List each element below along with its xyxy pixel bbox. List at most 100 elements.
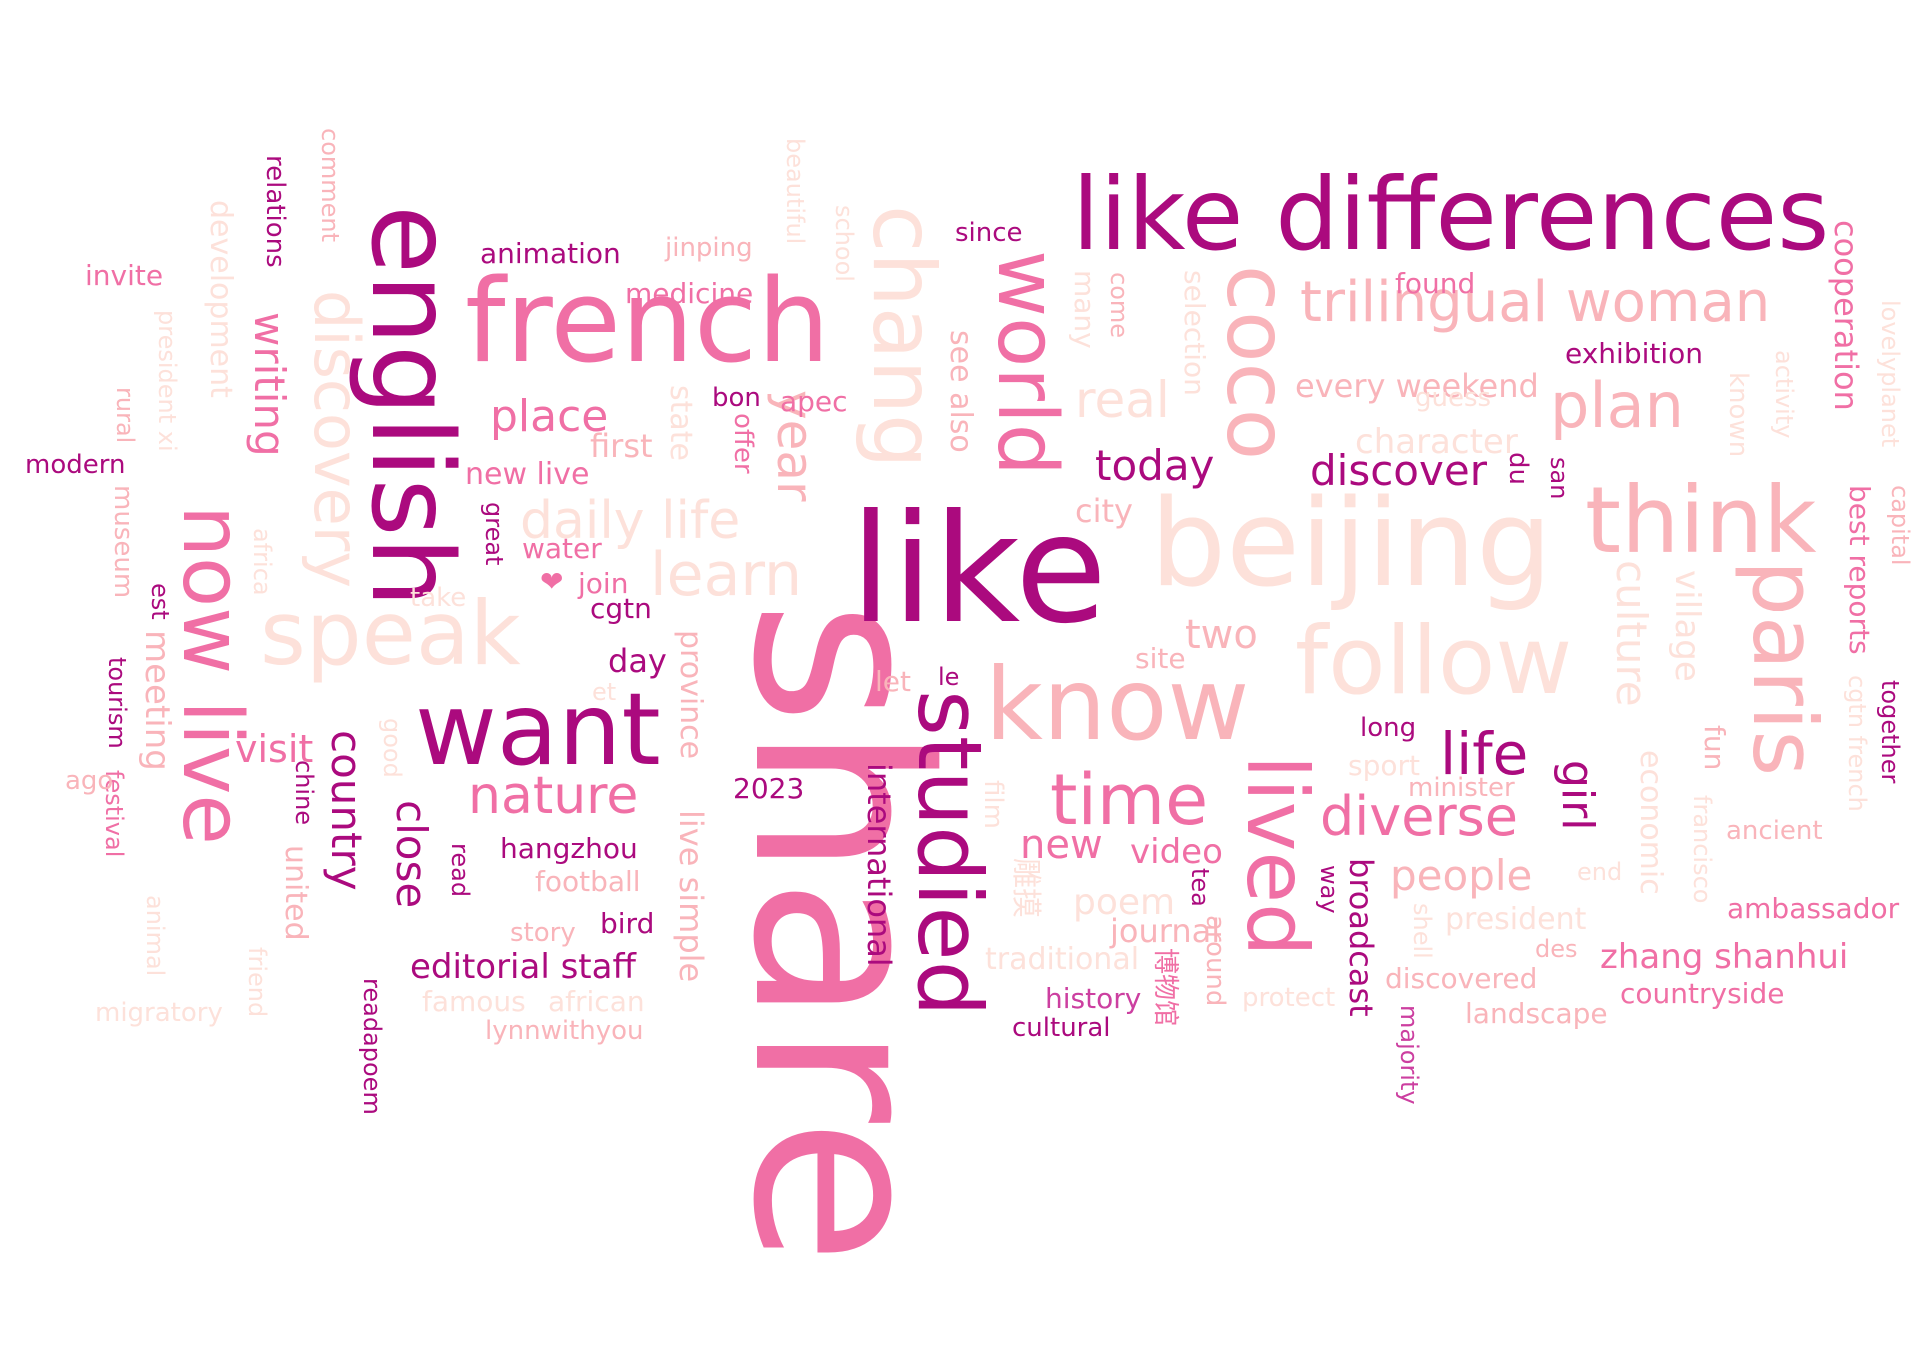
word-city: city <box>1075 492 1133 530</box>
word-broadcast: broadcast <box>1342 858 1380 1017</box>
word-chang: chang <box>853 205 953 469</box>
word-life: life <box>1440 720 1529 788</box>
word-see-also: see also <box>943 330 978 453</box>
word-shell: shell <box>1408 903 1436 959</box>
word-together: together <box>1876 680 1904 784</box>
word-tea: tea <box>1186 868 1214 907</box>
word-close: close <box>387 800 436 909</box>
word-countryside: countryside <box>1620 977 1785 1010</box>
word-school: school <box>830 205 858 282</box>
word-activity: activity <box>1770 350 1798 439</box>
word-museum: museum <box>108 485 138 599</box>
word-take: take <box>410 583 467 613</box>
word-first: first <box>590 427 653 465</box>
word-cgtn-french: cgtn french <box>1843 675 1871 812</box>
word-village: village <box>1667 570 1707 682</box>
word-president: president <box>1445 902 1587 937</box>
word-des: des <box>1535 935 1578 963</box>
word-development: development <box>203 200 238 398</box>
word-journal: journal <box>1110 912 1221 950</box>
word-bird: bird <box>600 907 655 940</box>
word-lovelyplanet: lovelyplanet <box>1876 300 1904 448</box>
word-two: two <box>1185 612 1258 658</box>
word-traditional: traditional <box>985 942 1140 977</box>
word-paris: paris <box>1733 560 1836 777</box>
word-since: since <box>955 218 1023 248</box>
word-cooperation: cooperation <box>1827 220 1865 411</box>
word-want: want <box>415 671 661 788</box>
word-join: join <box>578 567 629 600</box>
word-plan: plan <box>1550 369 1684 442</box>
word-discovery: discovery <box>300 290 373 588</box>
word-2023: 2023 <box>733 772 805 805</box>
word-lived: lived <box>1228 755 1326 957</box>
word-trilingual-woman: trilingual woman <box>1300 270 1771 335</box>
word-speak: speak <box>260 582 521 685</box>
word-zhang-shanhui: zhang shanhui <box>1600 937 1849 977</box>
word-world: world <box>979 250 1074 476</box>
word-video: video <box>1130 832 1223 872</box>
word-cultural: cultural <box>1012 1013 1111 1043</box>
word-good: good <box>378 718 406 778</box>
word-film: film <box>978 780 1008 829</box>
word-think: think <box>1585 467 1817 574</box>
word-history: history <box>1045 982 1142 1015</box>
word-live-simple: live simple <box>672 810 710 983</box>
word-sport: sport <box>1348 749 1420 782</box>
word-readapoem: readapoem <box>358 978 386 1115</box>
word-day: day <box>608 642 667 680</box>
word-majority: majority <box>1395 1005 1423 1105</box>
word-glyph: 雕摸 <box>1008 858 1043 918</box>
word-capital: capital <box>1886 485 1914 566</box>
word-invite: invite <box>85 259 164 292</box>
word-president-xi: president xi <box>153 310 181 452</box>
heart-icon: ❤ <box>540 565 564 598</box>
word-studied: studied <box>898 690 1001 1017</box>
word-meeting: meeting <box>137 630 177 771</box>
word-offer: offer <box>728 413 758 474</box>
word-animal: animal <box>141 895 169 977</box>
word-football: football <box>535 865 641 898</box>
word-french: french <box>465 255 830 389</box>
word-site: site <box>1135 642 1186 675</box>
word-cgtn: cgtn <box>590 592 652 625</box>
word-jinping: jinping <box>665 233 753 263</box>
word-ambassador: ambassador <box>1727 892 1900 925</box>
word-poem: poem <box>1073 882 1176 923</box>
word-daily-life: daily life <box>520 491 741 551</box>
word-like-differences: like differences <box>1072 156 1830 273</box>
word-now-live: now live <box>164 505 259 845</box>
word-new: new <box>1020 822 1103 868</box>
word-friend: friend <box>243 947 271 1018</box>
word-know: know <box>985 646 1250 763</box>
word-girl: girl <box>1552 760 1603 831</box>
word-relations: relations <box>260 155 290 268</box>
word-visit: visit <box>235 727 314 771</box>
word-selection: selection <box>1178 270 1211 396</box>
word-economic: economic <box>1633 750 1668 895</box>
word-coco: coco <box>1208 265 1306 461</box>
word-culture: culture <box>1607 560 1656 707</box>
word-time: time <box>1050 759 1209 841</box>
word-place: place <box>490 391 609 442</box>
word-united: united <box>278 845 313 941</box>
word-beautiful: beautiful <box>781 138 809 245</box>
word-medicine: medicine <box>625 277 754 310</box>
word-every-weekend: every weekend <box>1295 367 1539 405</box>
word-found: found <box>1395 267 1476 300</box>
word-discovered: discovered <box>1385 962 1538 995</box>
word-et: et <box>592 678 617 706</box>
word-writing: writing <box>245 312 294 457</box>
word-ago: ago <box>65 766 114 796</box>
word-let: let <box>875 665 911 698</box>
word-apec: apec <box>780 385 848 418</box>
word-ancient: ancient <box>1726 816 1823 846</box>
word-rural: rural <box>111 387 139 444</box>
word-le: le <box>938 663 960 691</box>
word-chine: chine <box>290 760 318 826</box>
word-animation: animation <box>480 237 621 270</box>
word-people: people <box>1390 851 1533 900</box>
word-african: african <box>548 985 645 1018</box>
word-fun: fun <box>1698 725 1731 771</box>
word-diverse: diverse <box>1320 785 1519 848</box>
